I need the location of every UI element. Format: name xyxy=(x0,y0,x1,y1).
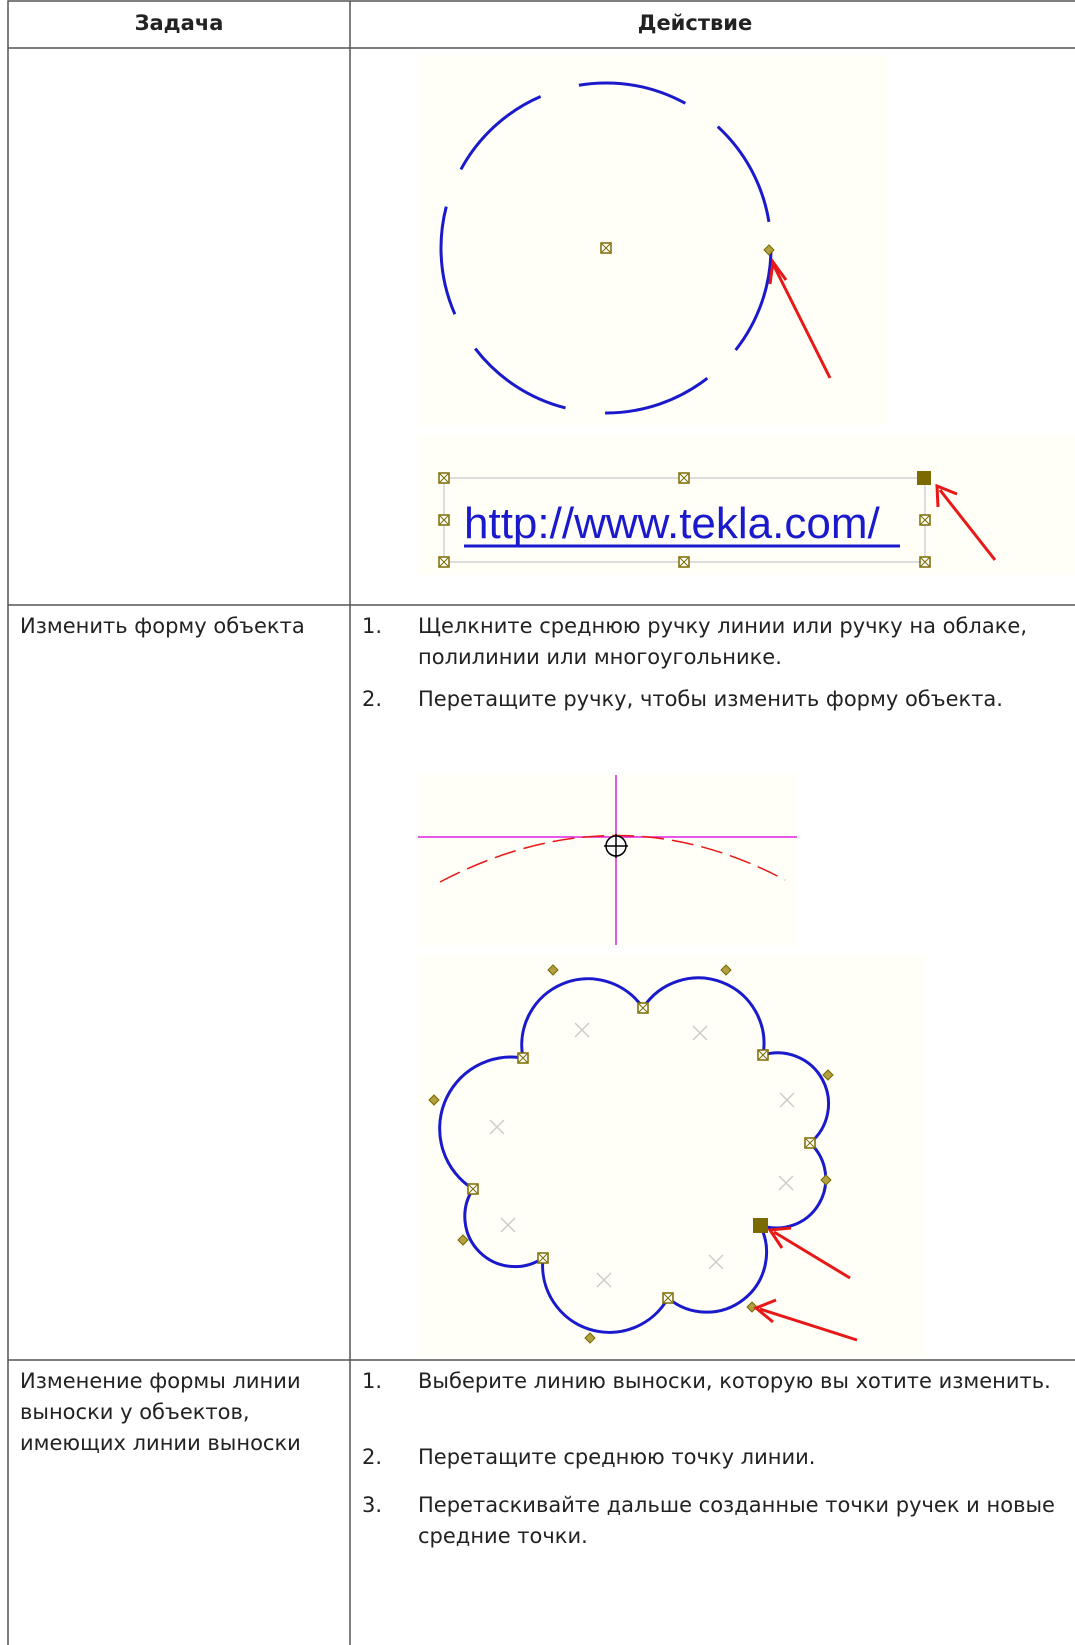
center-marks xyxy=(489,1022,795,1288)
handle-cross xyxy=(663,1293,673,1303)
arrow xyxy=(938,489,997,561)
mid-handle xyxy=(547,964,559,976)
table-borders xyxy=(7,0,1075,1645)
step-number: 1. xyxy=(362,1369,383,1393)
handle-cross xyxy=(920,515,930,525)
step-number: 2. xyxy=(362,1445,383,1469)
handles xyxy=(438,242,931,568)
arrow-head xyxy=(935,483,958,508)
center-mark xyxy=(778,1175,794,1191)
arrow-head xyxy=(767,1226,792,1249)
mid-handle xyxy=(457,1234,469,1246)
handle-cross xyxy=(679,473,689,483)
arrow xyxy=(773,1230,851,1280)
mid-handle xyxy=(720,964,732,976)
handle-cross xyxy=(920,557,930,567)
selected-handle xyxy=(753,1218,768,1233)
center-mark xyxy=(596,1272,612,1288)
handle-cross xyxy=(439,473,449,483)
step-text: Выберите линию выноски, которую вы хотит… xyxy=(418,1369,1051,1393)
handle-cross xyxy=(679,557,689,567)
selected-handle xyxy=(917,471,931,485)
step-text: Перетащите среднюю точку линии. xyxy=(418,1445,816,1469)
figure-background xyxy=(418,775,797,945)
arrow-head xyxy=(753,1298,777,1324)
mid-handle xyxy=(822,1069,834,1081)
handle-cross xyxy=(601,243,611,253)
task-text: Изменить форму объекта xyxy=(20,614,305,638)
table-outline xyxy=(7,0,1075,1645)
cloud-shape xyxy=(438,976,831,1334)
mid-handle xyxy=(584,1332,596,1344)
move-cursor-cross xyxy=(604,834,628,858)
header-cell: Действие xyxy=(637,11,753,35)
step-text: Перетаскивайте дальше созданные точки ру… xyxy=(418,1493,1055,1548)
handle-cross xyxy=(758,1050,768,1060)
handle-cross xyxy=(638,1003,648,1013)
handle-cross xyxy=(439,515,449,525)
figure-background xyxy=(418,955,925,1357)
figure-background xyxy=(418,55,888,425)
arrow xyxy=(772,265,832,379)
link-text: http://www.tekla.com/ xyxy=(464,499,880,548)
handle-cross xyxy=(805,1138,815,1148)
step-text: Перетащите ручку, чтобы изменить форму о… xyxy=(418,687,1003,711)
handle-cross xyxy=(439,557,449,567)
arrow xyxy=(759,1307,858,1342)
header-cell: Задача xyxy=(134,11,224,35)
mid-handle xyxy=(763,244,775,256)
arrow-head xyxy=(768,258,788,285)
center-mark xyxy=(489,1119,505,1135)
mid-handle xyxy=(820,1174,832,1186)
center-mark xyxy=(500,1217,516,1233)
figure-background xyxy=(418,435,1075,575)
mid-handle xyxy=(428,1094,440,1106)
handle-cross xyxy=(538,1253,548,1263)
task-text: Изменение формы линии выноски у объектов… xyxy=(20,1369,301,1455)
center-mark xyxy=(708,1254,724,1270)
handle-cross xyxy=(518,1053,528,1063)
step-number: 3. xyxy=(362,1493,383,1517)
mid-handle xyxy=(746,1301,758,1313)
step-text: Щелкните среднюю ручку линии или ручку н… xyxy=(418,614,1027,669)
center-mark xyxy=(574,1022,590,1038)
center-mark xyxy=(779,1092,795,1108)
step-number: 2. xyxy=(362,687,383,711)
handle-cross xyxy=(468,1184,478,1194)
handles xyxy=(428,964,834,1344)
center-mark xyxy=(692,1025,708,1041)
step-number: 1. xyxy=(362,614,383,638)
